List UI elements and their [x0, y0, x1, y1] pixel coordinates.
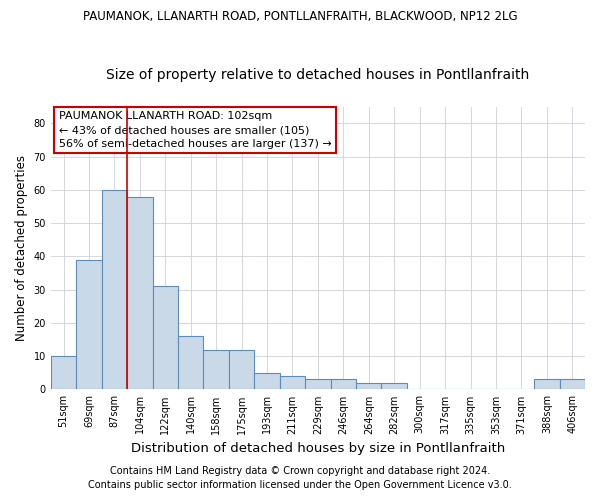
Bar: [203, 350, 229, 390]
X-axis label: Distribution of detached houses by size in Pontllanfraith: Distribution of detached houses by size …: [131, 442, 505, 455]
Bar: [51, 356, 76, 390]
Bar: [280, 376, 305, 390]
Bar: [76, 260, 101, 390]
Bar: [305, 380, 331, 390]
Bar: [356, 383, 382, 390]
Bar: [534, 380, 560, 390]
Bar: [152, 286, 178, 390]
Title: Size of property relative to detached houses in Pontllanfraith: Size of property relative to detached ho…: [106, 68, 530, 82]
Bar: [382, 383, 407, 390]
Y-axis label: Number of detached properties: Number of detached properties: [15, 155, 28, 341]
Bar: [229, 350, 254, 390]
Bar: [254, 373, 280, 390]
Bar: [178, 336, 203, 390]
Bar: [127, 196, 152, 390]
Text: PAUMANOK LLANARTH ROAD: 102sqm
← 43% of detached houses are smaller (105)
56% of: PAUMANOK LLANARTH ROAD: 102sqm ← 43% of …: [59, 111, 332, 149]
Text: PAUMANOK, LLANARTH ROAD, PONTLLANFRAITH, BLACKWOOD, NP12 2LG: PAUMANOK, LLANARTH ROAD, PONTLLANFRAITH,…: [83, 10, 517, 23]
Bar: [101, 190, 127, 390]
Bar: [331, 380, 356, 390]
Text: Contains HM Land Registry data © Crown copyright and database right 2024.
Contai: Contains HM Land Registry data © Crown c…: [88, 466, 512, 490]
Bar: [560, 380, 585, 390]
